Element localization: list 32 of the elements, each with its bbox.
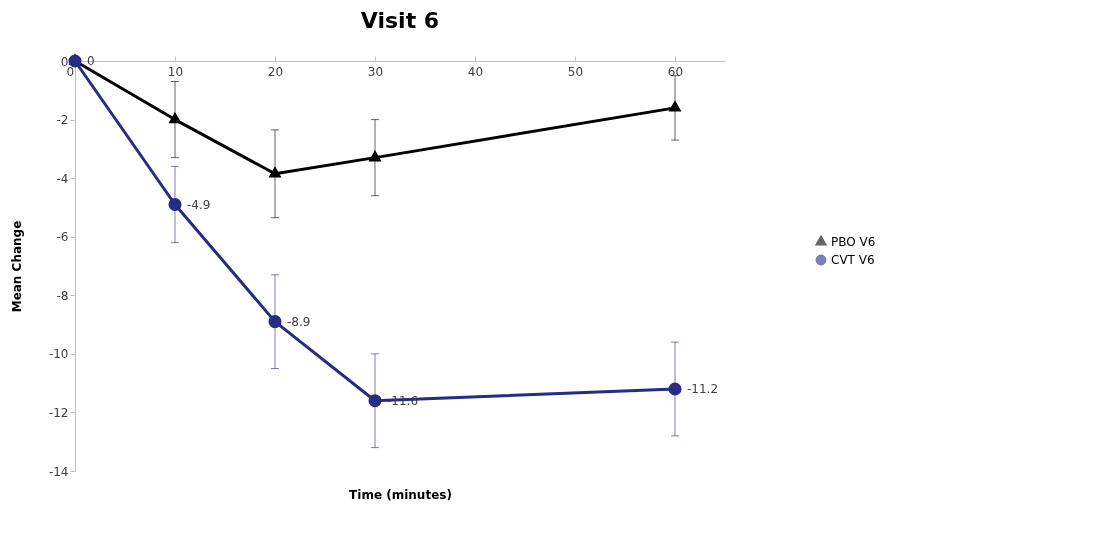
x-tick-label: 10 <box>167 64 184 79</box>
x-tick-label: 30 <box>367 64 384 79</box>
point <box>168 112 182 124</box>
point <box>268 315 282 329</box>
y-tick-label: -8 <box>56 288 69 303</box>
y-tick-label: -14 <box>48 464 69 479</box>
y-tick-label: -4 <box>56 171 69 186</box>
point <box>668 382 682 396</box>
x-tick-label: 40 <box>467 64 484 79</box>
point <box>268 166 282 178</box>
y-axis-title: Mean Change <box>9 220 24 313</box>
y-tick-label: 0 <box>60 54 69 69</box>
data-label: -11.2 <box>687 382 719 396</box>
y-tick-label: -2 <box>56 113 69 128</box>
point <box>368 150 382 162</box>
data-label: -4.9 <box>187 197 211 212</box>
x-tick-label: 20 <box>267 64 284 79</box>
y-tick-label: -6 <box>56 230 69 245</box>
x-tick-label: 60 <box>667 64 684 79</box>
legend-label: PBO V6 <box>831 235 876 249</box>
data-label: -8.9 <box>287 314 311 329</box>
data-label: 0 <box>87 54 95 68</box>
data-label: -11.6 <box>387 393 419 408</box>
point <box>368 394 382 408</box>
point <box>168 197 182 212</box>
legend-label: CVT V6 <box>831 253 875 267</box>
y-tick-label: -10 <box>48 347 69 362</box>
x-axis-title: Time (minutes) <box>349 487 452 502</box>
chart-title: Visit 6 <box>360 8 440 34</box>
x-tick-label: 50 <box>567 64 584 79</box>
y-tick-label: -12 <box>48 405 69 420</box>
point <box>668 100 682 112</box>
